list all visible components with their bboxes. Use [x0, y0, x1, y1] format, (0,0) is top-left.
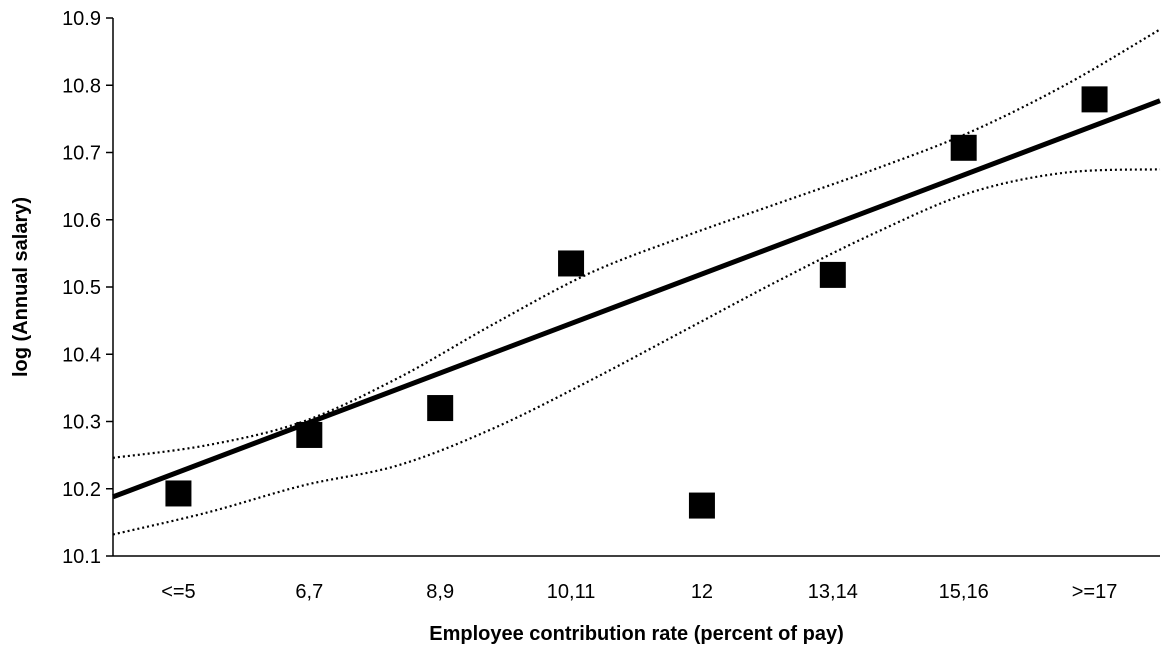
data-point: [296, 421, 323, 448]
data-point: [427, 395, 454, 422]
confidence-upper-line: [112, 28, 1161, 459]
y-tick-label: 10.2: [62, 479, 101, 501]
y-tick-label: 10.4: [62, 344, 101, 366]
data-point: [688, 492, 715, 519]
data-point: [165, 480, 192, 507]
data-point: [1081, 86, 1108, 113]
x-tick-label: >=17: [1072, 581, 1118, 603]
y-tick-label: 10.5: [62, 277, 101, 299]
y-tick-label: 10.9: [62, 8, 101, 30]
y-tick-label: 10.7: [62, 143, 101, 165]
data-points: [165, 86, 1108, 519]
data-point: [558, 250, 585, 277]
x-axis-ticks: <=5 6,7 8,9 10,11 12 13,14 15,16 >=17: [161, 581, 1117, 603]
confidence-bands: [112, 28, 1161, 536]
data-point: [819, 261, 846, 288]
x-tick-label: 13,14: [808, 581, 858, 603]
fit-line: [112, 98, 1161, 500]
y-tick-label: 10.6: [62, 210, 101, 232]
y-tick-label: 10.1: [62, 546, 101, 568]
x-tick-label: 6,7: [295, 581, 323, 603]
x-axis-title: Employee contribution rate (percent of p…: [429, 623, 844, 645]
x-tick-label: 8,9: [426, 581, 454, 603]
y-tick-label: 10.3: [62, 412, 101, 434]
y-tick-label: 10.8: [62, 75, 101, 97]
fit-line-group: [112, 98, 1161, 500]
y-axis-title: log (Annual salary): [10, 197, 32, 377]
confidence-lower-line: [112, 168, 1161, 536]
x-tick-label: 10,11: [547, 581, 596, 603]
y-axis-ticks: 10.1 10.2 10.3 10.4 10.5 10.6 10.7 10.8 10.9: [62, 8, 113, 568]
x-tick-label: <=5: [161, 581, 195, 603]
x-tick-label: 12: [691, 581, 713, 603]
x-tick-label: 15,16: [939, 581, 989, 603]
data-point: [950, 134, 977, 161]
